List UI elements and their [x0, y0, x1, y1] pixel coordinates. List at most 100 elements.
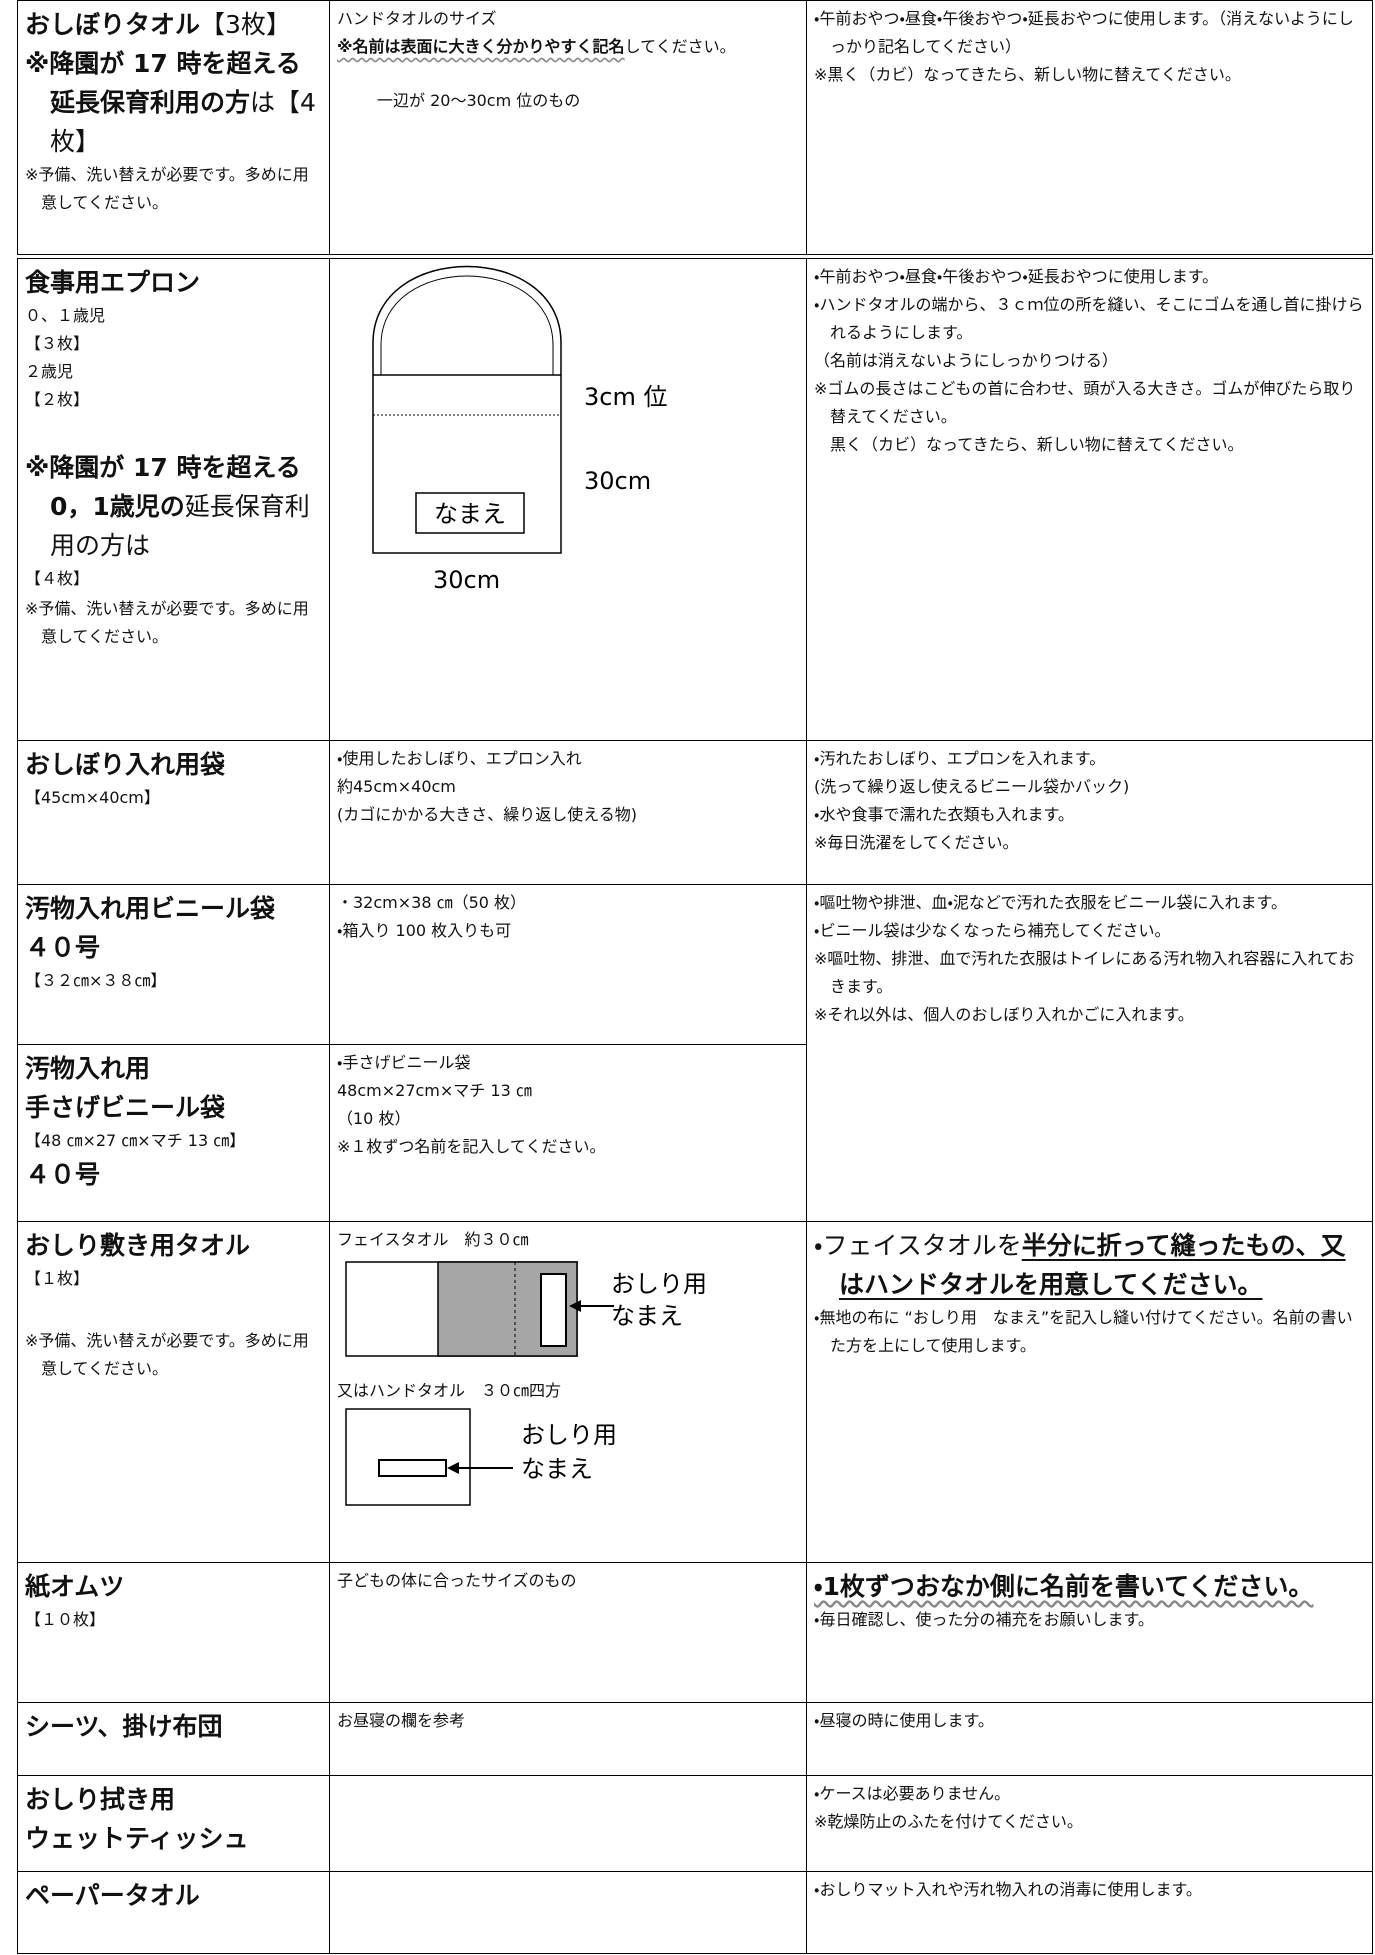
paragraph: （10 枚） — [337, 1109, 411, 1128]
text-run: ４０号 — [25, 933, 101, 962]
paragraph: 【３２㎝×３８㎝】 — [25, 971, 167, 990]
paragraph: おしり敷き用タオル — [25, 1226, 323, 1265]
paragraph: （名前は消えないようにしっかりつける） — [814, 351, 1118, 370]
text-run: ウェットティッシュ — [25, 1824, 249, 1853]
paragraph: ・ビニール袋は少なくなったら補充してください。 — [814, 921, 1171, 940]
cell: ・午前おやつ・昼食・午後おやつ・延長おやつに使用します。（消えないようにしっかり… — [806, 0, 1373, 255]
towel — [345, 1408, 471, 1506]
arrow-head — [569, 1300, 581, 1312]
paragraph: シーツ、掛け布団 — [25, 1707, 323, 1746]
name-tag — [378, 1459, 447, 1477]
paragraph: おしぼりタオル【3枚】 — [25, 5, 323, 44]
paragraph: ・ケースは必要ありません。 — [814, 1784, 1011, 1803]
paragraph: 子どもの体に合ったサイズのもの — [337, 1571, 577, 1590]
paragraph: 48cm×27cm×マチ 13 ㎝ — [337, 1081, 532, 1100]
row: おしり拭き用 ウェットティッシュ ・ケースは必要ありません。 ※乾燥防止のふたを付けて… — [17, 1775, 1373, 1872]
paragraph: ※１枚ずつ名前を記入してください。 — [337, 1137, 606, 1156]
paragraph: ※ゴムの長さはこどもの首に合わせ、頭が入る大きさ。ゴムが伸びたら取り替えてくださ… — [814, 379, 1356, 426]
figure-label: おしり用 — [521, 1421, 617, 1449]
paragraph: ・水や食事で濡れた衣類も入れます。 — [814, 805, 1074, 824]
text-run: 食事用エプロン — [25, 268, 201, 297]
row: 食事用エプロン ０、１歳児 【３枚】 ２歳児 【２枚】 ※降園が 17 時を超える 0，1… — [17, 258, 1373, 741]
apron-body — [372, 374, 562, 554]
cell: 汚物入れ用ビニール袋 ４０号 【３２㎝×３８㎝】 — [17, 884, 330, 1045]
paragraph: ・午前おやつ・昼食・午後おやつ・延長おやつに使用します。 — [814, 267, 1219, 286]
paragraph: ※予備、洗い替えが必要です。多めに用意してください。 — [25, 1327, 323, 1383]
figure-label: 30cm — [584, 467, 651, 495]
text-run: ペーパータオル — [25, 1881, 200, 1910]
figure-label: なまえ — [611, 1302, 683, 1330]
paragraph: (洗って繰り返し使えるビニール袋かバック) — [814, 777, 1130, 796]
text-run: 汚物入れ用 — [25, 1054, 151, 1083]
paragraph: 手さげビニール袋 — [25, 1088, 323, 1127]
paragraph: 【１枚】 — [25, 1269, 90, 1288]
paragraph: ・午前おやつ・昼食・午後おやつ・延長おやつに使用します。（消えないようにしっかり… — [814, 9, 1354, 56]
text-run: おしり敷き用タオル — [25, 1231, 251, 1260]
cell: ハンドタオルのサイズ ※名前は表面に大きく分かりやすく記名してください。 一辺が 2… — [329, 0, 807, 255]
text-run: 【3枚】 — [200, 10, 291, 39]
paragraph: ※嘔吐物、排泄、血で汚れた衣服はトイレにある汚れ物入れ容器に入れておきます。 — [814, 949, 1355, 996]
text-run: ・フェイスタオルを — [814, 1231, 1022, 1260]
cell: ・32cm×38 ㎝（50 枚） ・箱入り 100 枚入りも可 — [329, 884, 807, 1045]
cell: ・使用したおしぼり、エプロン入れ 約45cm×40cm (カゴにかかる大きさ、繰り返… — [329, 740, 807, 885]
paragraph: 【２枚】 — [25, 390, 90, 409]
paragraph: 【４枚】 — [25, 569, 90, 588]
paragraph: ・汚れたおしぼり、エプロンを入れます。 — [814, 749, 1106, 768]
paragraph: ※予備、洗い替えが必要です。多めに用意してください。 — [25, 595, 323, 651]
text-run: おしぼりタオル — [25, 10, 201, 39]
cell: ・午前おやつ・昼食・午後おやつ・延長おやつに使用します。 ・ハンドタオルの端から、… — [806, 258, 1373, 741]
paragraph: ※予備、洗い替えが必要です。多めに用意してください。 — [25, 161, 323, 217]
paragraph: ※それ以外は、個人のおしぼり入れかごに入れます。 — [814, 1005, 1194, 1024]
paragraph: ・32cm×38 ㎝（50 枚） — [337, 893, 527, 912]
paragraph: 食事用エプロン — [25, 263, 323, 302]
text-run: ※降園が 17 時を超える 0，1歳児の — [25, 453, 301, 521]
paragraph: ・フェイスタオルを半分に折って縫ったもの、又はハンドタオルを用意してください。 — [814, 1226, 1366, 1304]
cell: ・1枚ずつおなか側に名前を書いてください。 ・毎日確認し、使った分の補充をお願いし… — [806, 1562, 1373, 1703]
paragraph: ※黒く（カビ）なってきたら、新しい物に替えてください。 — [814, 65, 1241, 84]
figure: 3cm 位 30cm なまえ 30cm — [337, 263, 800, 604]
row: おしり敷き用タオル 【１枚】 ※予備、洗い替えが必要です。多めに用意してください。 フ… — [17, 1221, 1373, 1563]
name-tag — [540, 1273, 567, 1347]
text-run: ※予備、洗い替えが必要です。多めに用意してください。 — [25, 599, 309, 646]
figure-drawing: 3cm 位 30cm なまえ 30cm — [372, 265, 667, 594]
figure-label: おしり用 — [611, 1270, 707, 1298]
paragraph: 又はハンドタオル ３０㎝四方 — [337, 1381, 562, 1400]
cell: ・手さげビニール袋 48cm×27cm×マチ 13 ㎝ （10 枚） ※１枚ずつ名前を… — [329, 1044, 807, 1222]
row: ペーパータオル ・おしりマット入れや汚れ物入れの消毒に使用します。 — [17, 1871, 1373, 1954]
paragraph: ２歳児 — [25, 362, 74, 381]
paragraph: 一辺が 20～30cm 位のもの — [377, 91, 581, 110]
paragraph: ・箱入り 100 枚入りも可 — [337, 921, 512, 940]
paragraph: お昼寝の欄を参考 — [337, 1711, 466, 1730]
text-run: は【4枚】 — [50, 88, 316, 156]
text-run: ※予備、洗い替えが必要です。多めに用意してください。 — [25, 1331, 309, 1378]
cell: 食事用エプロン ０、１歳児 【３枚】 ２歳児 【２枚】 ※降園が 17 時を超える 0，1… — [17, 258, 330, 741]
cell: 紙オムツ 【１０枚】 — [17, 1562, 330, 1703]
paragraph: おしぼり入れ用袋 — [25, 745, 323, 784]
cell: おしぼり入れ用袋【45cm×40cm】 — [17, 740, 330, 885]
text-run: ４０号 — [25, 1160, 101, 1189]
arrow-head — [447, 1462, 459, 1474]
cell: ・ケースは必要ありません。 ※乾燥防止のふたを付けてください。 — [806, 1775, 1373, 1872]
paragraph: ０、１歳児 — [25, 306, 106, 325]
paragraph: ペーパータオル — [25, 1876, 323, 1915]
text-run: ・1枚ずつおなか側に名前を書いてください。 — [814, 1572, 1314, 1601]
text-run: シーツ、掛け布団 — [25, 1712, 223, 1741]
cell: ・フェイスタオルを半分に折って縫ったもの、又はハンドタオルを用意してください。・… — [806, 1221, 1373, 1563]
row: 汚物入れ用 手さげビニール袋 【48 ㎝×27 ㎝×マチ 13 ㎝】 ４０号 ・手さげビ… — [17, 1044, 1373, 1222]
paragraph: ※毎日洗濯をしてください。 — [814, 833, 1019, 852]
paragraph: ※名前は表面に大きく分かりやすく記名してください。 — [337, 33, 800, 61]
cell: ・嘔吐物や排泄、血・泥などで汚れた衣服をビニール袋に入れます。 ・ビニール袋は少な… — [806, 884, 1373, 1222]
figure-label: なまえ — [521, 1455, 593, 1483]
cell: 3cm 位 30cm なまえ 30cm — [329, 258, 807, 741]
paragraph: ・無地の布に “おしり用 なまえ”を記入し縫い付けてください。名前の書いた方を上… — [814, 1308, 1353, 1355]
cell: おしり敷き用タオル【１枚】 ※予備、洗い替えが必要です。多めに用意してください。 — [17, 1221, 330, 1563]
cell: シーツ、掛け布団 — [17, 1702, 330, 1776]
paragraph: 約45cm×40cm — [337, 777, 456, 796]
text-run: ※名前は表面に大きく分かりやすく記名 — [337, 37, 625, 56]
paragraph: 【45cm×40cm】 — [25, 788, 160, 807]
cell: ペーパータオル — [17, 1871, 330, 1954]
paragraph: ※降園が 17 時を超える延長保育利用の方は【4枚】 — [25, 44, 323, 161]
